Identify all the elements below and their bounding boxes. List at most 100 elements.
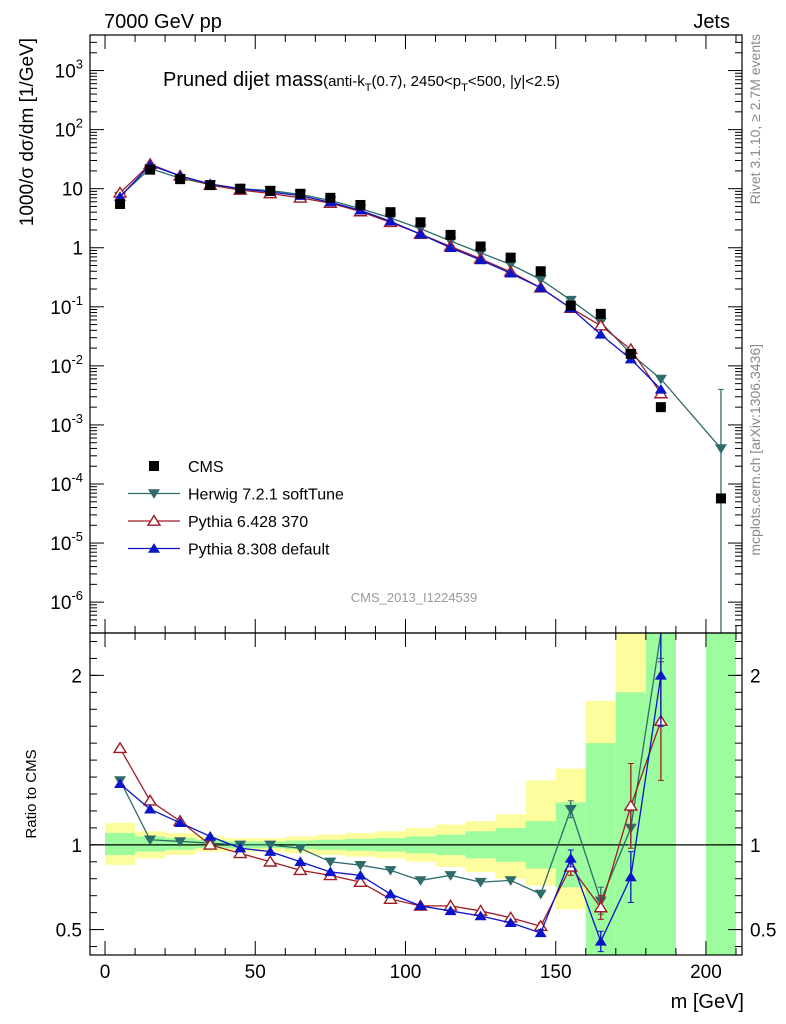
x-tick-label: 150 <box>540 962 572 983</box>
data-point <box>534 927 547 938</box>
data-point <box>384 888 397 899</box>
data-point <box>145 164 156 175</box>
inner-uncertainty-band <box>585 743 616 955</box>
data-point <box>624 871 637 882</box>
data-point <box>232 846 248 859</box>
data-point <box>654 383 667 394</box>
data-point <box>144 803 157 814</box>
series-line-pythia6 <box>119 163 662 394</box>
main-title: Pruned dijet mass(anti-kT(0.7), 2450<pT<… <box>163 69 560 94</box>
data-point <box>414 876 427 886</box>
main-y-label: 1000/σ dσ/dm [1/GeV] <box>17 38 38 226</box>
y-tick-label: 10-4 <box>50 470 83 496</box>
ratio-y-tick-label: 1 <box>71 836 82 857</box>
data-point <box>504 876 517 886</box>
data-point <box>714 444 727 454</box>
data-point <box>625 348 636 359</box>
data-point <box>475 241 486 252</box>
ratio-y-label: Ratio to CMS <box>23 749 40 838</box>
data-point <box>263 855 278 867</box>
data-point <box>144 835 157 846</box>
data-point <box>355 199 366 210</box>
inner-uncertainty-band <box>105 832 136 856</box>
x-tick-label: 50 <box>245 962 266 983</box>
main-series-layer <box>112 157 727 633</box>
data-point <box>534 889 547 900</box>
data-point <box>564 805 577 815</box>
data-point <box>383 892 398 904</box>
data-point <box>264 846 277 856</box>
data-point <box>114 778 127 789</box>
legend-marker <box>148 543 160 553</box>
series-pythia8 <box>114 633 667 953</box>
data-point <box>264 840 277 851</box>
series-pythia8 <box>114 159 667 394</box>
data-point <box>174 837 187 847</box>
series-cms <box>115 164 726 504</box>
data-point <box>414 228 427 239</box>
series-pythia6 <box>112 157 669 399</box>
ratio-y-tick-label: 2 <box>71 666 82 687</box>
data-point <box>654 374 667 385</box>
data-point <box>175 174 186 185</box>
data-point <box>474 877 487 888</box>
ratio-y-tick-label-right: 1 <box>750 836 761 857</box>
y-tick-label: 10 <box>62 180 83 201</box>
legend-label: Herwig 7.2.1 softTune <box>188 487 344 504</box>
y-tick-label: 10-1 <box>50 293 83 319</box>
data-point <box>205 180 216 191</box>
x-tick-label: 200 <box>690 962 722 983</box>
y-tick-label: 1 <box>72 239 83 260</box>
data-point <box>414 900 427 911</box>
series-line-herwig <box>119 167 722 449</box>
data-point <box>384 866 397 876</box>
data-point <box>265 185 276 196</box>
legend-entry-herwig: Herwig 7.2.1 softTune <box>128 487 344 504</box>
data-point <box>504 267 517 278</box>
ratio-axes: 2 2 1 1 0.5 0.5 0 50 100 150 200 <box>56 633 776 983</box>
data-point <box>654 669 667 680</box>
data-point <box>565 300 576 311</box>
header-right: Jets <box>693 11 730 33</box>
legend-entry-pythia6: Pythia 6.428 370 <box>128 514 308 531</box>
inner-uncertainty-band <box>705 633 736 955</box>
y-tick-label: 10-2 <box>50 352 83 378</box>
data-point <box>594 329 607 339</box>
data-point <box>445 229 456 240</box>
data-point <box>354 860 367 871</box>
data-point <box>415 217 426 228</box>
data-point <box>354 869 367 880</box>
x-tick-label: 0 <box>100 962 111 983</box>
y-tick-label: 102 <box>55 116 83 142</box>
legend-entry-pythia8: Pythia 8.308 default <box>128 542 330 559</box>
data-point <box>504 260 517 270</box>
legend-label: Pythia 8.308 default <box>188 542 330 559</box>
data-point <box>595 308 606 319</box>
data-point <box>142 794 158 806</box>
data-point <box>293 863 308 876</box>
data-point <box>474 910 487 921</box>
legend-marker <box>148 489 160 499</box>
x-tick-label: 100 <box>390 962 422 983</box>
data-point <box>444 242 457 252</box>
data-point <box>112 741 128 754</box>
main-subtitle: (anti-kT(0.7), 2450<pT<500, |y|<2.5) <box>323 73 560 94</box>
data-point <box>235 183 246 194</box>
data-point <box>204 830 217 841</box>
data-point <box>324 857 337 868</box>
data-point <box>234 842 247 853</box>
data-point <box>534 275 547 285</box>
data-point <box>474 254 487 265</box>
legend-marker <box>149 461 159 471</box>
data-point <box>594 936 607 946</box>
mcplots-label: mcplots.cern.ch [arXiv:1306.3436] <box>747 344 763 556</box>
y-tick-label: 10-6 <box>50 588 83 614</box>
data-point <box>444 905 457 916</box>
legend-label: Pythia 6.428 370 <box>188 514 308 531</box>
data-point <box>295 188 306 199</box>
legend-entry-cms: CMS <box>149 459 224 476</box>
ratio-y-tick-label-right: 0.5 <box>750 921 776 942</box>
watermark: CMS_2013_I1224539 <box>351 590 478 605</box>
